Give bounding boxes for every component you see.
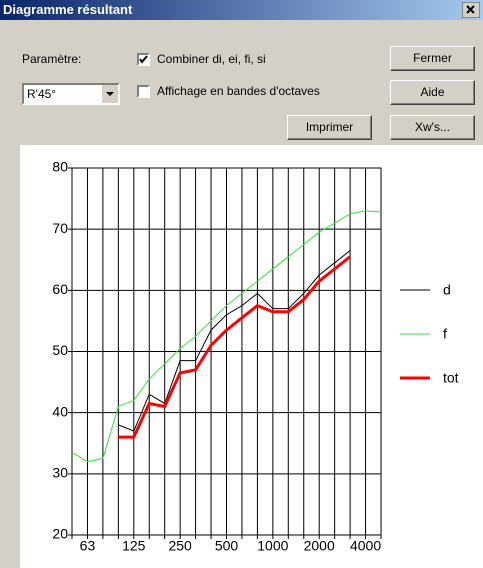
combo-arrow[interactable] bbox=[101, 85, 118, 103]
parameter-label: Paramètre: bbox=[22, 52, 82, 66]
y-tick-label: 80 bbox=[52, 159, 68, 175]
x-tick-label: 4000 bbox=[350, 538, 381, 554]
parameter-combo[interactable]: R'45° bbox=[22, 83, 120, 105]
print-btn[interactable]: Imprimer bbox=[287, 115, 372, 140]
title-bar: Diagramme résultant bbox=[0, 0, 483, 20]
window-title: Diagramme résultant bbox=[3, 2, 133, 17]
x-tick-label: 2000 bbox=[304, 538, 335, 554]
xws-btn[interactable]: Xw's... bbox=[390, 115, 475, 140]
series-line bbox=[118, 250, 351, 432]
x-tick-label: 125 bbox=[122, 538, 146, 554]
legend-label: tot bbox=[443, 370, 459, 386]
x-tick-label: 250 bbox=[168, 538, 192, 554]
close-button[interactable] bbox=[462, 2, 480, 18]
y-tick-label: 50 bbox=[52, 342, 68, 358]
octaves-checkbox[interactable] bbox=[137, 85, 150, 98]
legend-label: f bbox=[443, 326, 447, 342]
y-tick-label: 60 bbox=[52, 281, 68, 297]
combine-label: Combiner di, ei, fi, si bbox=[157, 52, 266, 66]
combine-checkbox[interactable] bbox=[137, 53, 150, 66]
x-tick-label: 1000 bbox=[257, 538, 288, 554]
y-tick-label: 30 bbox=[52, 465, 68, 481]
series-line bbox=[118, 255, 352, 439]
x-tick-label: 500 bbox=[215, 538, 239, 554]
y-tick-label: 70 bbox=[52, 220, 68, 236]
help-btn[interactable]: Aide bbox=[390, 80, 475, 105]
y-tick-label: 20 bbox=[52, 526, 68, 542]
x-tick-label: 63 bbox=[80, 538, 96, 554]
octaves-label: Affichage en bandes d'octaves bbox=[157, 84, 320, 98]
y-tick-label: 40 bbox=[52, 403, 68, 419]
series-line bbox=[71, 210, 382, 463]
combo-value: R'45° bbox=[27, 87, 57, 101]
chart: 20 30 40 50 60 70 80 63 125 250 500 1000 2000 4000 d f t… bbox=[20, 145, 483, 568]
close-btn[interactable]: Fermer bbox=[390, 46, 475, 71]
legend-label: d bbox=[443, 282, 451, 298]
